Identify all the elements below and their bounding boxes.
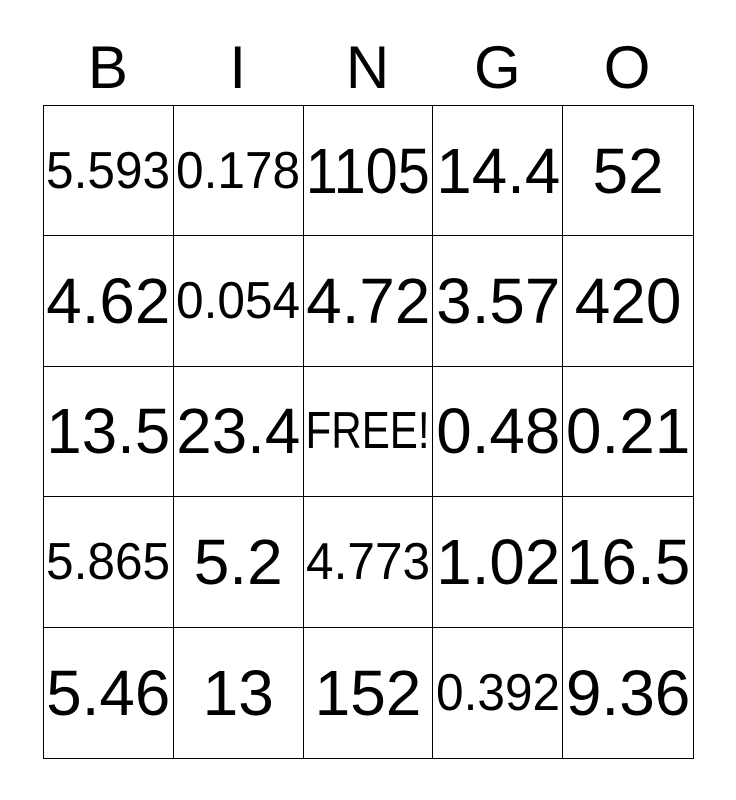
cell-value: 5.593 xyxy=(46,141,171,200)
header-letter-o: O xyxy=(603,34,651,101)
header-letter-n: N xyxy=(345,34,390,101)
cell-value: 23.4 xyxy=(176,395,301,468)
cell-r4-c3[interactable]: 4.773 xyxy=(303,497,434,628)
cell-value: 1105 xyxy=(305,134,431,207)
cell-r4-c2[interactable]: 5.2 xyxy=(173,497,304,628)
cell-value: 0.178 xyxy=(176,141,301,200)
cell-value: 3.57 xyxy=(435,265,560,338)
cell-r1-c5[interactable]: 52 xyxy=(563,106,693,237)
cell-value: 0.21 xyxy=(565,395,691,468)
cell-r3-c5[interactable]: 0.21 xyxy=(563,366,693,498)
cell-r2-c5[interactable]: 420 xyxy=(563,236,693,367)
cell-value: 9.36 xyxy=(565,656,691,729)
free-space-label: FREE! xyxy=(305,402,431,461)
header-letter-i: I xyxy=(229,34,247,101)
cell-r4-c5[interactable]: 16.5 xyxy=(563,497,693,628)
cell-value: 0.392 xyxy=(435,663,560,722)
cell-r1-c3[interactable]: 1105 xyxy=(303,106,434,237)
cell-value: 5.46 xyxy=(46,656,171,729)
cell-value: 420 xyxy=(574,265,682,338)
cell-r2-c1[interactable]: 4.62 xyxy=(44,236,174,367)
cell-value: 0.48 xyxy=(435,395,560,468)
cell-r2-c3[interactable]: 4.72 xyxy=(303,236,434,367)
cell-r1-c2[interactable]: 0.178 xyxy=(173,106,304,237)
free-space-cell[interactable]: FREE! xyxy=(303,366,434,498)
cell-r2-c4[interactable]: 3.57 xyxy=(433,236,564,367)
cell-r3-c4[interactable]: 0.48 xyxy=(433,366,564,498)
cell-r4-c1[interactable]: 5.865 xyxy=(44,497,174,628)
cell-r5-c4[interactable]: 0.392 xyxy=(433,627,564,758)
cell-r2-c2[interactable]: 0.054 xyxy=(173,236,304,367)
cell-value: 13 xyxy=(202,656,274,729)
cell-value: 0.054 xyxy=(176,272,301,331)
cell-r4-c4[interactable]: 1.02 xyxy=(433,497,564,628)
cell-r1-c4[interactable]: 14.4 xyxy=(433,106,564,237)
cell-value: 5.2 xyxy=(193,525,283,598)
cell-value: 13.5 xyxy=(46,395,171,468)
header-letter-b: B xyxy=(87,34,128,101)
cell-r1-c1[interactable]: 5.593 xyxy=(44,106,174,237)
cell-r3-c1[interactable]: 13.5 xyxy=(44,366,174,498)
cell-value: 152 xyxy=(314,656,422,729)
cell-value: 4.62 xyxy=(46,265,171,338)
cell-value: 52 xyxy=(592,134,664,207)
bingo-header: B I N G O xyxy=(43,36,692,98)
cell-r5-c3[interactable]: 152 xyxy=(303,627,434,758)
cell-value: 4.72 xyxy=(306,265,430,338)
cell-value: 4.773 xyxy=(305,532,431,591)
cell-value: 16.5 xyxy=(565,525,691,598)
cell-value: 1.02 xyxy=(435,525,560,598)
cell-value: 5.865 xyxy=(46,532,171,591)
bingo-card: 5.593 0.178 1105 14.4 52 4.62 0.054 4.72… xyxy=(43,105,694,759)
cell-value: 14.4 xyxy=(435,134,560,207)
header-letter-g: G xyxy=(473,34,521,101)
cell-r5-c2[interactable]: 13 xyxy=(173,627,304,758)
cell-r3-c2[interactable]: 23.4 xyxy=(173,366,304,498)
cell-r5-c1[interactable]: 5.46 xyxy=(44,627,174,758)
cell-r5-c5[interactable]: 9.36 xyxy=(563,627,693,758)
